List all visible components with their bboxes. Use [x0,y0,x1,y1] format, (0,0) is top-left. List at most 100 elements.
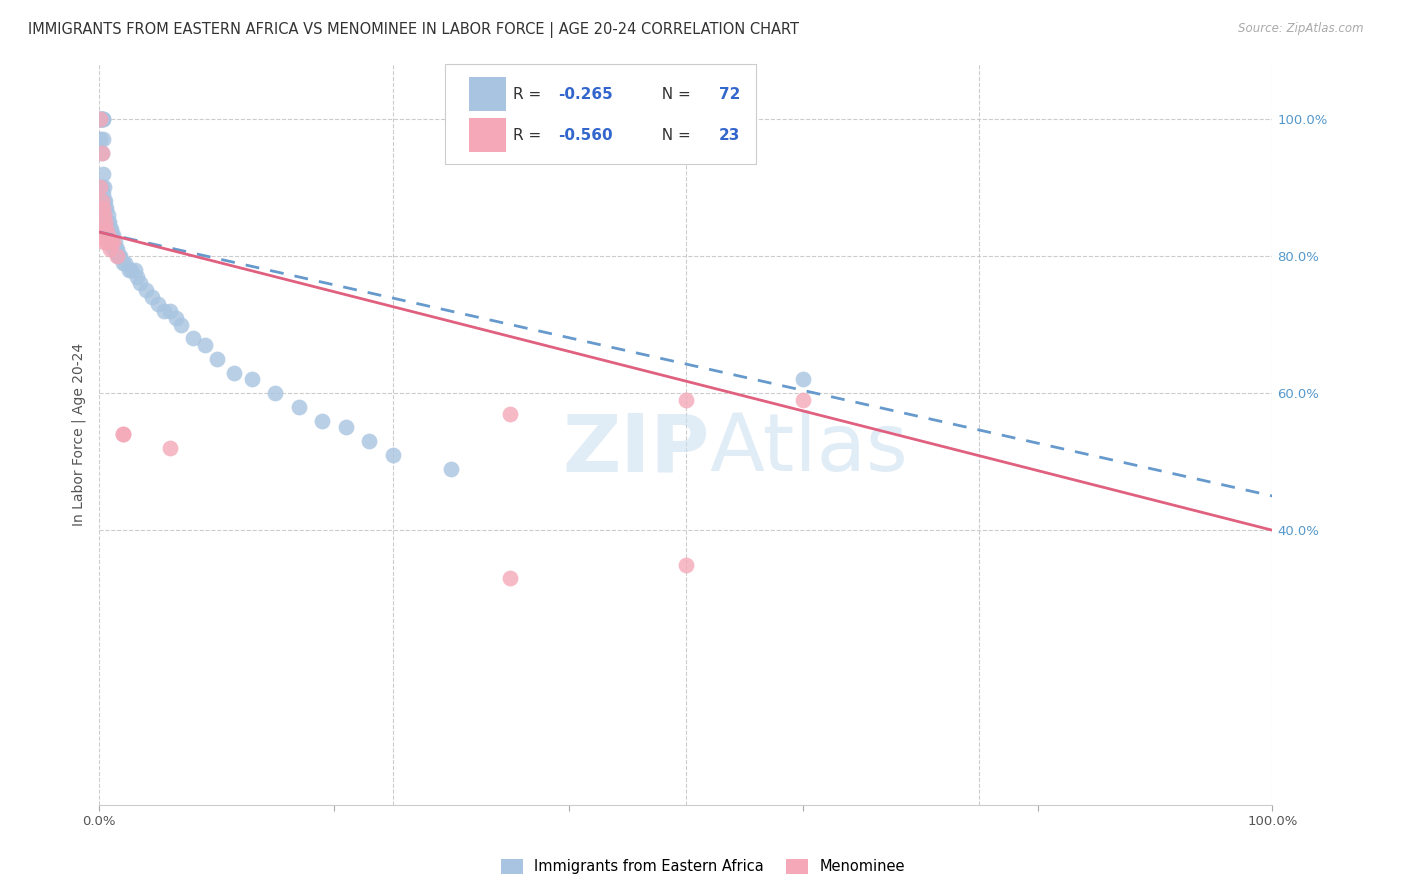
Point [96,215,118,229]
Point [165,310,187,325]
Point [129,277,152,291]
Point [89,132,111,146]
Point [146,297,169,311]
Point [96,221,118,235]
FancyBboxPatch shape [446,64,756,164]
Point [91,112,114,126]
Point [100,235,122,250]
Legend: Immigrants from Eastern Africa, Menominee: Immigrants from Eastern Africa, Menomine… [495,853,911,880]
Point [287,400,309,414]
Point [159,304,181,318]
Text: IMMIGRANTS FROM EASTERN AFRICA VS MENOMINEE IN LABOR FORCE | AGE 20-24 CORRELATI: IMMIGRANTS FROM EASTERN AFRICA VS MENOMI… [28,22,799,38]
Text: R =: R = [513,128,547,143]
Point [103,228,125,243]
Point [224,366,246,380]
Point [170,318,193,332]
Text: ZIP: ZIP [562,410,710,488]
Point [98,235,121,250]
Point [93,215,115,229]
Point [91,187,114,202]
Point [93,208,115,222]
Text: Source: ZipAtlas.com: Source: ZipAtlas.com [1239,22,1364,36]
Point [97,215,120,229]
Point [91,221,114,235]
Text: 23: 23 [718,128,740,143]
Text: 72: 72 [718,87,740,102]
Point [96,228,118,243]
Point [105,242,128,256]
Point [94,221,117,235]
Point [96,221,118,235]
Text: -0.265: -0.265 [558,87,613,102]
Point [675,392,697,407]
Point [181,331,204,345]
Point [381,448,404,462]
Point [91,112,114,126]
Point [90,112,112,126]
Point [91,201,114,215]
Point [93,221,115,235]
Text: N =: N = [652,128,696,143]
Point [90,180,112,194]
Point [792,392,814,407]
Point [89,112,111,126]
Text: -0.560: -0.560 [558,128,613,143]
Point [107,249,129,263]
Point [101,228,124,243]
Point [499,571,522,585]
Point [94,201,117,215]
Point [98,242,121,256]
Point [124,262,146,277]
Point [499,407,522,421]
Point [97,235,120,250]
Point [194,338,217,352]
Point [125,269,148,284]
Text: Atlas: Atlas [710,410,908,488]
Point [153,304,176,318]
Point [96,215,118,229]
Point [96,201,118,215]
Point [440,461,463,475]
Point [96,228,118,243]
Point [96,235,118,250]
Point [135,283,157,297]
Point [90,146,112,161]
FancyBboxPatch shape [468,119,506,153]
Point [91,167,114,181]
Point [94,215,117,229]
Point [114,256,136,270]
Point [100,235,122,250]
Point [311,414,333,428]
Point [89,112,111,126]
Point [90,194,112,209]
Point [94,228,117,243]
Point [104,242,127,256]
Point [108,249,131,263]
Point [90,201,112,215]
Point [89,112,111,126]
Point [205,351,228,366]
Point [792,372,814,386]
Point [98,221,121,235]
Point [111,256,134,270]
Point [94,215,117,229]
Point [94,194,117,209]
Point [159,441,181,455]
Point [96,208,118,222]
Point [90,228,112,243]
Point [105,249,128,263]
Point [359,434,381,449]
Point [89,112,111,126]
Point [97,228,120,243]
Point [100,221,122,235]
FancyBboxPatch shape [468,78,506,112]
Point [103,242,125,256]
Point [111,427,134,442]
Text: N =: N = [652,87,696,102]
Point [93,180,115,194]
Point [91,201,114,215]
Point [335,420,357,434]
Point [90,112,112,126]
Point [89,180,111,194]
Point [264,386,287,401]
